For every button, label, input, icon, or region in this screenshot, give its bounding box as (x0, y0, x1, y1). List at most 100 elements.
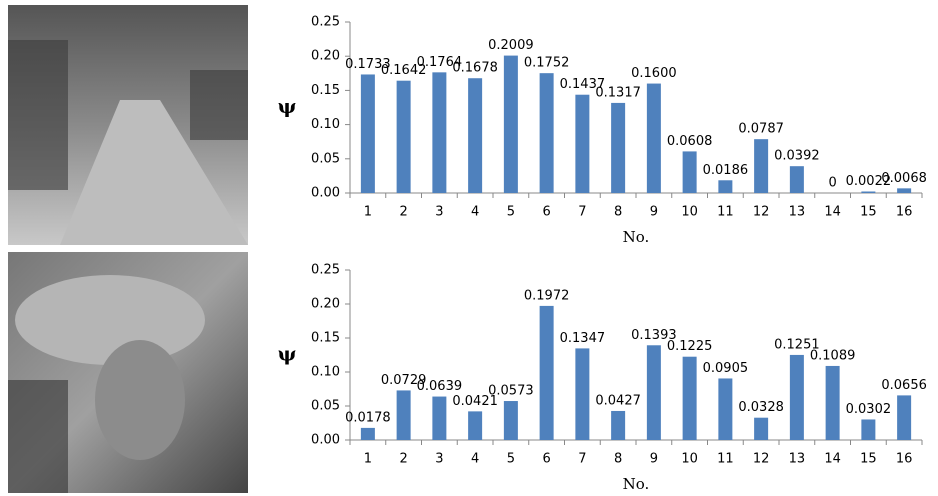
x-tick-label: 4 (471, 205, 479, 220)
value-label: 0.0328 (738, 400, 784, 415)
x-tick-label: 2 (399, 452, 407, 467)
x-tick-label: 13 (789, 452, 806, 467)
x-tick-label: 4 (471, 452, 479, 467)
bar (539, 305, 554, 440)
x-tick-label: 9 (650, 205, 658, 220)
bar (468, 411, 483, 440)
x-tick-label: 16 (896, 452, 913, 467)
bar (754, 139, 769, 193)
y-tick-label: 0.25 (311, 15, 340, 30)
y-tick-label: 0.05 (311, 151, 340, 166)
x-tick-label: 8 (614, 452, 622, 467)
value-label: 0.0421 (452, 394, 498, 409)
value-label: 0.1225 (667, 339, 713, 354)
x-tick-label: 7 (578, 205, 586, 220)
value-label: 0.1764 (417, 55, 463, 70)
x-tick-label: 11 (717, 205, 734, 220)
street-photo (8, 5, 248, 245)
x-tick-label: 10 (681, 452, 698, 467)
y-tick-label: 0.10 (311, 117, 340, 132)
x-tick-label: 5 (507, 452, 515, 467)
bar (360, 427, 375, 440)
x-tick-label: 6 (542, 205, 550, 220)
bar (611, 102, 626, 193)
value-label: 0.0302 (846, 402, 892, 417)
x-tick-label: 15 (860, 205, 877, 220)
bar (646, 83, 661, 193)
x-tick-label: 5 (507, 205, 515, 220)
value-label: 0.1393 (631, 328, 677, 343)
value-label: 0.1752 (524, 56, 570, 71)
bar (396, 390, 411, 440)
bar (682, 151, 697, 193)
x-axis-title: No. (623, 228, 650, 246)
x-tick-label: 15 (860, 452, 877, 467)
x-tick-label: 7 (578, 452, 586, 467)
value-label: 0.1733 (345, 57, 391, 72)
x-tick-label: 14 (824, 205, 841, 220)
x-tick-label: 9 (650, 452, 658, 467)
bar (789, 354, 804, 440)
value-label: 0.0729 (381, 373, 427, 388)
value-label: 0.1089 (810, 348, 856, 363)
bar (503, 401, 518, 440)
bar (646, 345, 661, 440)
x-tick-label: 8 (614, 205, 622, 220)
y-tick-label: 0.00 (311, 433, 340, 448)
x-axis-title: No. (623, 475, 650, 493)
y-tick-label: 0.15 (311, 331, 340, 346)
value-label: 0.1642 (381, 63, 427, 78)
y-axis-title: ψ (278, 342, 297, 366)
bar (718, 378, 733, 440)
bar (861, 419, 876, 440)
bar (575, 94, 590, 193)
bar (789, 166, 804, 193)
value-label: 0.0608 (667, 134, 713, 149)
value-label: 0.0178 (345, 410, 391, 425)
x-tick-label: 1 (364, 205, 372, 220)
value-label: 0.2009 (488, 38, 534, 53)
bar (575, 348, 590, 440)
x-tick-label: 14 (824, 452, 841, 467)
x-tick-label: 16 (896, 205, 913, 220)
bar (468, 78, 483, 193)
x-tick-label: 12 (753, 205, 770, 220)
value-label: 0.0639 (417, 379, 463, 394)
y-tick-label: 0.05 (311, 399, 340, 414)
x-tick-label: 13 (789, 205, 806, 220)
y-tick-label: 0.20 (311, 297, 340, 312)
bar (861, 191, 876, 193)
bar (611, 410, 626, 440)
value-label: 0.0022 (846, 174, 892, 189)
x-tick-label: 10 (681, 205, 698, 220)
bar (360, 74, 375, 193)
x-tick-label: 11 (717, 452, 734, 467)
value-label: 0.0427 (595, 393, 641, 408)
value-label: 0.0905 (703, 361, 749, 376)
y-tick-label: 0.25 (311, 263, 340, 278)
value-label: 0.0068 (881, 171, 927, 186)
value-label: 0 (828, 176, 836, 191)
portrait-photo (8, 252, 248, 493)
y-tick-label: 0.10 (311, 365, 340, 380)
value-label: 0.1600 (631, 66, 677, 81)
y-tick-label: 0.20 (311, 49, 340, 64)
x-tick-label: 2 (399, 205, 407, 220)
value-label: 0.0787 (738, 122, 784, 137)
bar (432, 72, 447, 193)
x-tick-label: 12 (753, 452, 770, 467)
value-label: 0.0656 (881, 378, 927, 393)
x-tick-label: 6 (542, 452, 550, 467)
bar (539, 73, 554, 193)
y-tick-label: 0.15 (311, 83, 340, 98)
value-label: 0.0186 (703, 163, 749, 178)
x-tick-label: 3 (435, 205, 443, 220)
value-label: 0.0392 (774, 149, 820, 164)
bar (396, 80, 411, 193)
bar (754, 417, 769, 440)
bar (682, 356, 697, 440)
x-tick-label: 1 (364, 452, 372, 467)
value-label: 0.1972 (524, 288, 570, 303)
